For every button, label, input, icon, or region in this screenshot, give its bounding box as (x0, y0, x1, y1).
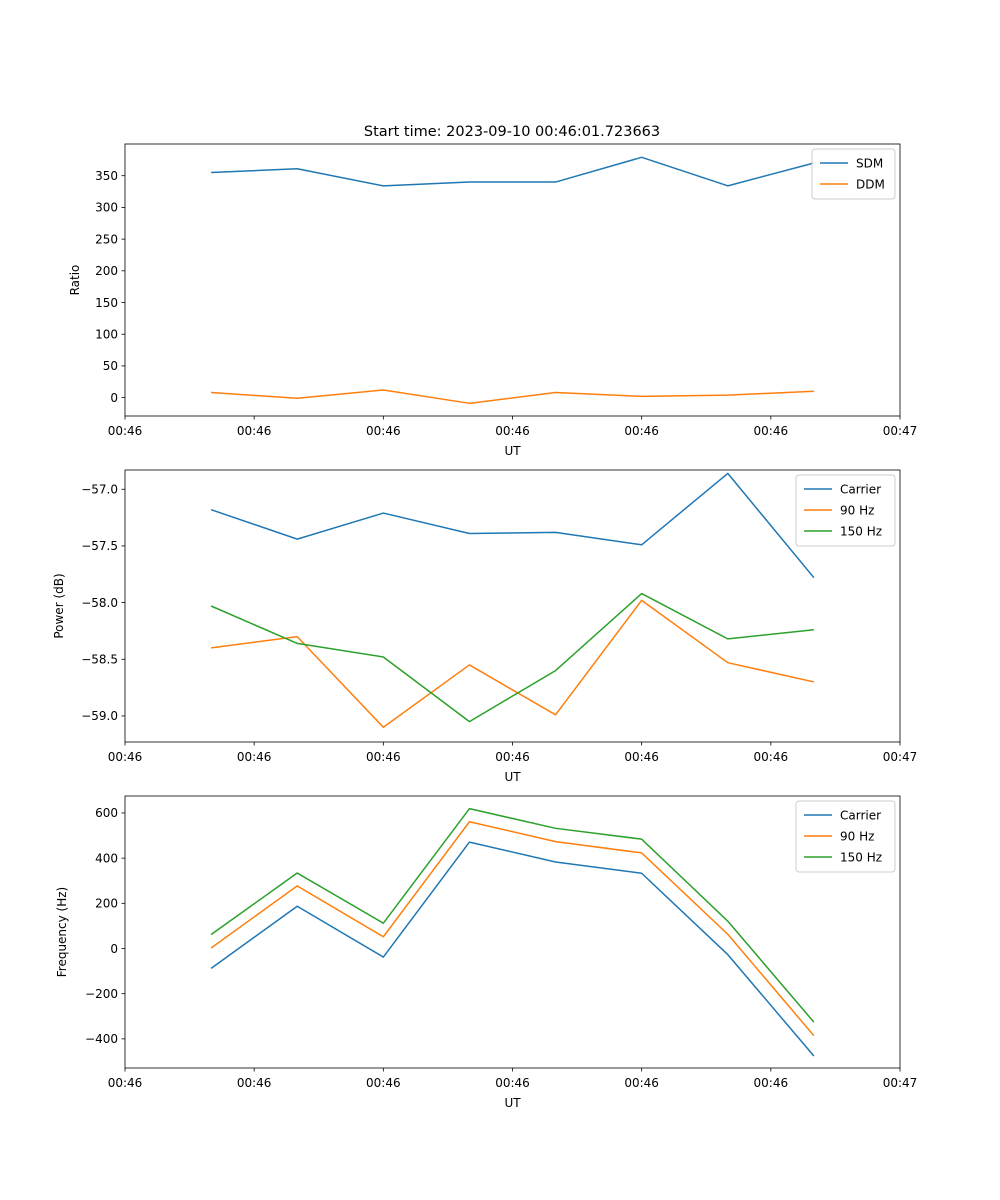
legend-box (795, 800, 896, 873)
series-line-150-hz (210, 807, 815, 1023)
legend-label-90-hz: 90 Hz (840, 829, 874, 843)
y-tick-label: 200 (95, 264, 118, 278)
series-line-90-hz (211, 599, 815, 729)
x-tick-label: 00:46 (108, 1076, 143, 1090)
y-tick-label: −59.0 (81, 709, 118, 723)
y-tick-label: 50 (103, 359, 118, 373)
x-tick-label: 00:46 (108, 750, 143, 764)
series-line-sdm (211, 156, 815, 187)
x-tick-label: 00:46 (754, 1076, 789, 1090)
legend-label-carrier: Carrier (840, 482, 881, 496)
y-tick-label: 250 (95, 232, 118, 246)
x-tick-label: 00:46 (495, 750, 530, 764)
x-tick-label: 00:46 (366, 424, 401, 438)
y-tick-label: −400 (85, 1032, 118, 1046)
x-tick-label: 00:46 (495, 424, 530, 438)
y-tick-label: 200 (95, 897, 118, 911)
frequency-panel: 00:46 00:46 00:46 00:46 00:46 00:46 00:47 −400 −… (55, 795, 918, 1110)
x-tick-label: 00:47 (883, 1076, 918, 1090)
x-tick-label: 00:47 (883, 424, 918, 438)
x-tick-label: 00:46 (108, 424, 143, 438)
legend-box (795, 474, 896, 547)
x-tick-label: 00:46 (754, 750, 789, 764)
x-tick-label: 00:46 (366, 750, 401, 764)
axes-frame (124, 469, 901, 743)
y-tick-label: 150 (95, 296, 118, 310)
series-line-carrier (210, 841, 815, 1057)
axes-frame (124, 143, 901, 417)
legend-label-ddm: DDM (856, 177, 885, 191)
y-axis-label-power-db: Power (dB) (52, 573, 66, 638)
x-tick-label: 00:46 (237, 750, 272, 764)
y-tick-label: −200 (85, 987, 118, 1001)
series-line-ddm (211, 389, 814, 405)
y-tick-label: −58.0 (81, 596, 118, 610)
y-axis-label-frequency-hz: Frequency (Hz) (55, 887, 69, 978)
power-panel: 00:46 00:46 00:46 00:46 00:46 00:46 00:47 −59.0… (52, 469, 918, 784)
x-tick-label: 00:46 (237, 1076, 272, 1090)
legend-label-150-hz: 150 Hz (840, 850, 882, 864)
y-tick-label: 600 (95, 806, 118, 820)
series-line-150-hz (210, 592, 814, 723)
legend-label-sdm: SDM (856, 156, 883, 170)
legend-box (811, 148, 896, 200)
y-tick-label: 350 (95, 169, 118, 183)
y-tick-label: −57.0 (81, 483, 118, 497)
x-axis-label: UT (504, 1096, 521, 1110)
x-tick-label: 00:47 (883, 750, 918, 764)
legend-label-carrier: Carrier (840, 808, 881, 822)
x-tick-label: 00:46 (754, 424, 789, 438)
chart-title: Start time: 2023-09-10 00:46:01.723663 (364, 124, 660, 140)
y-axis-label-ratio: Ratio (68, 265, 82, 296)
x-tick-label: 00:46 (624, 424, 659, 438)
y-tick-label: 400 (95, 851, 118, 865)
legend-label-90-hz: 90 Hz (840, 503, 874, 517)
x-tick-label: 00:46 (495, 1076, 530, 1090)
y-tick-label: 100 (95, 328, 118, 342)
x-tick-label: 00:46 (237, 424, 272, 438)
series-line-carrier (210, 472, 815, 579)
x-tick-label: 00:46 (366, 1076, 401, 1090)
x-tick-label: 00:46 (624, 750, 659, 764)
x-axis-label: UT (504, 444, 521, 458)
y-tick-label: −57.5 (81, 539, 118, 553)
ratio-panel: 00:46 00:46 00:46 00:46 00:46 00:46 00:47 0 50 10… (68, 143, 918, 458)
x-tick-label: 00:46 (624, 1076, 659, 1090)
series-line-90-hz (210, 821, 815, 1037)
axes-frame (124, 795, 901, 1069)
y-tick-label: 300 (95, 201, 118, 215)
y-tick-label: 0 (110, 391, 118, 405)
y-tick-label: 0 (110, 942, 118, 956)
legend-label-150-hz: 150 Hz (840, 524, 882, 538)
y-tick-label: −58.5 (81, 653, 118, 667)
x-axis-label: UT (504, 770, 521, 784)
